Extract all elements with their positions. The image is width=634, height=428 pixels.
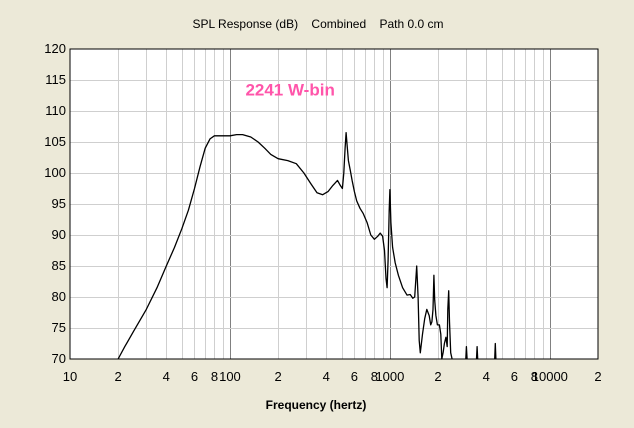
spl-curve-segment-3 bbox=[475, 345, 479, 360]
x-axis-label: Frequency (hertz) bbox=[266, 398, 367, 412]
chart-annotation: 2241 W-bin bbox=[245, 81, 334, 100]
x-tick-label: 8 bbox=[531, 369, 538, 384]
plot-border bbox=[69, 48, 599, 360]
y-tick-label: 120 bbox=[44, 41, 66, 56]
y-axis-ticks: 120 115 110 105 100 95 90 85 80 75 70 bbox=[44, 41, 66, 366]
x-tick-label: 10000 bbox=[532, 369, 568, 384]
series-layer bbox=[117, 132, 497, 360]
x-tick-label: 8 bbox=[211, 369, 218, 384]
y-tick-label: 80 bbox=[52, 289, 66, 304]
x-tick-label: 4 bbox=[163, 369, 170, 384]
x-tick-label: 8 bbox=[371, 369, 378, 384]
y-tick-label: 95 bbox=[52, 196, 66, 211]
x-tick-label: 2 bbox=[115, 369, 122, 384]
spl-curve-segment-4 bbox=[494, 342, 497, 360]
y-tick-label: 110 bbox=[45, 103, 66, 118]
y-tick-label: 70 bbox=[52, 351, 66, 366]
x-tick-label: 6 bbox=[351, 369, 358, 384]
x-tick-label: 2 bbox=[594, 369, 601, 384]
x-tick-label: 2 bbox=[434, 369, 441, 384]
y-tick-label: 115 bbox=[45, 72, 66, 87]
spl-curve-segment-2 bbox=[465, 345, 468, 360]
spl-curve-segment-1 bbox=[117, 132, 453, 360]
y-tick-label: 100 bbox=[44, 165, 66, 180]
x-tick-label: 1000 bbox=[375, 369, 404, 384]
chart-title: SPL Response (dB) Combined Path 0.0 cm bbox=[192, 17, 443, 31]
x-tick-label: 6 bbox=[511, 369, 518, 384]
x-tick-label: 2 bbox=[274, 369, 281, 384]
x-tick-label: 6 bbox=[191, 369, 198, 384]
x-tick-label: 10 bbox=[63, 369, 77, 384]
y-tick-label: 105 bbox=[44, 134, 66, 149]
x-tick-label: 4 bbox=[323, 369, 330, 384]
grid-lines bbox=[70, 49, 598, 359]
x-tick-label: 100 bbox=[219, 369, 241, 384]
y-tick-label: 75 bbox=[52, 320, 66, 335]
x-tick-label: 4 bbox=[483, 369, 490, 384]
y-tick-label: 85 bbox=[52, 258, 66, 273]
y-tick-label: 90 bbox=[52, 227, 66, 242]
